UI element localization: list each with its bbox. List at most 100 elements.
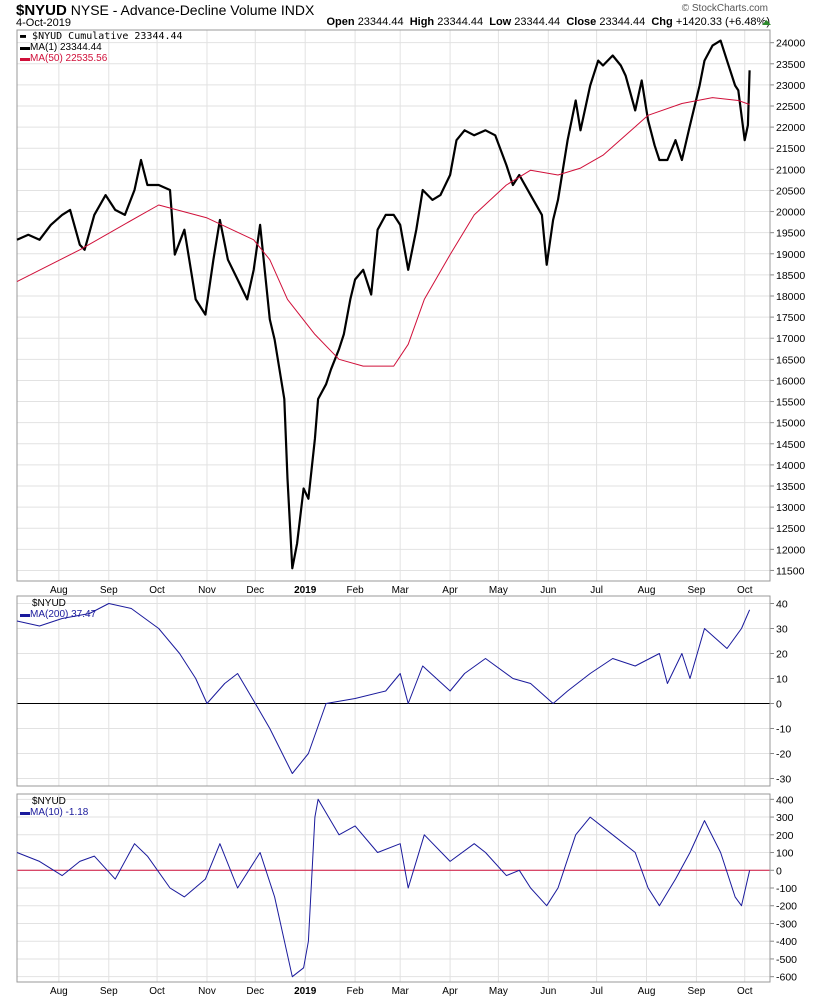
brand-watermark: © StockCharts.com [681, 3, 768, 14]
y-tick-label: 18500 [776, 270, 805, 282]
y-tick-label: -400 [776, 936, 797, 948]
ohlc-readout: Open 23344.44 High 23344.44 Low 23344.44… [327, 16, 771, 28]
x-tick-label: Nov [198, 986, 216, 997]
x-tick-label: Jul [590, 986, 603, 997]
y-tick-label: -100 [776, 883, 797, 895]
y-tick-label: -600 [776, 972, 797, 984]
y-tick-label: 40 [776, 599, 788, 611]
y-tick-label: -300 [776, 918, 797, 930]
x-tick-label: May [489, 986, 508, 997]
y-tick-label: 10 [776, 674, 788, 686]
y-tick-label: 20000 [776, 207, 805, 219]
legend-symbol: $NYUD [32, 598, 66, 609]
panel-frame [16, 595, 771, 787]
y-tick-label: 14000 [776, 460, 805, 472]
x-tick-label: Apr [442, 585, 458, 596]
y-tick-label: 12000 [776, 544, 805, 556]
y-tick-label: 22000 [776, 122, 805, 134]
x-tick-label: Sep [688, 585, 706, 596]
series-line--nyud-cumulative [16, 39, 751, 570]
legend-ma10: ▬MA(10) -1.18 [20, 807, 89, 818]
x-tick-label: Oct [737, 585, 753, 596]
low-label: Low [489, 16, 512, 28]
x-tick-label: Sep [100, 585, 118, 596]
y-tick-label: 15500 [776, 397, 805, 409]
x-tick-label: Oct [737, 986, 753, 997]
legend-symbol: $NYUD [32, 796, 66, 807]
x-tick-label: Feb [346, 585, 364, 596]
y-tick-label: 300 [776, 812, 794, 824]
y-tick-label: 100 [776, 848, 794, 860]
y-tick-label: 20 [776, 649, 788, 661]
x-tick-label: Nov [198, 585, 216, 596]
x-tick-label: Dec [246, 986, 264, 997]
series-line-ma-10- [16, 798, 751, 978]
y-tick-label: 17500 [776, 312, 805, 324]
y-tick-label: 13500 [776, 481, 805, 493]
y-tick-label: 23500 [776, 59, 805, 71]
legend-cumulative: ▬ $NYUD Cumulative 23344.44 [20, 31, 183, 42]
main-legend: ▬ $NYUD Cumulative 23344.44 ▬MA(1) 23344… [20, 31, 183, 64]
x-tick-label: 2019 [294, 986, 317, 997]
y-tick-label: 12500 [776, 523, 805, 535]
y-tick-label: 19000 [776, 249, 805, 261]
high-value: 23344.44 [437, 16, 484, 28]
y-tick-label: 400 [776, 794, 794, 806]
y-tick-label: 19500 [776, 228, 805, 240]
y-tick-label: 21000 [776, 164, 805, 176]
y-tick-label: 23000 [776, 80, 805, 92]
panel-frame [16, 793, 771, 983]
y-tick-label: 21500 [776, 143, 805, 155]
chg-label: Chg [651, 16, 673, 28]
y-tick-label: 18000 [776, 291, 805, 303]
x-tick-label: Aug [50, 585, 68, 596]
x-tick-label: Jun [540, 986, 556, 997]
x-tick-label: Oct [149, 986, 165, 997]
open-value: 23344.44 [357, 16, 404, 28]
y-tick-label: -30 [776, 774, 791, 786]
y-tick-label: 24000 [776, 38, 805, 50]
close-value: 23344.44 [599, 16, 646, 28]
chg-value: +1420.33 (+6.48%) [675, 16, 770, 28]
ma200-legend: $NYUD ▬MA(200) 37.47 [20, 598, 96, 620]
y-tick-label: 200 [776, 830, 794, 842]
x-tick-label: Sep [100, 986, 118, 997]
x-tick-label: May [489, 585, 508, 596]
y-tick-label: 20500 [776, 185, 805, 197]
index-name: NYSE - Advance-Decline Volume [70, 2, 277, 18]
x-tick-label: Feb [346, 986, 364, 997]
close-label: Close [566, 16, 597, 28]
panel-frame [16, 29, 771, 582]
y-tick-label: 16000 [776, 375, 805, 387]
y-tick-label: 11500 [776, 565, 805, 577]
chart-title: $NYUD NYSE - Advance-Decline Volume INDX [16, 2, 314, 19]
y-tick-label: 17000 [776, 333, 805, 345]
x-tick-label: Aug [638, 986, 656, 997]
high-label: High [409, 16, 435, 28]
open-label: Open [326, 16, 355, 28]
x-tick-label: Aug [50, 986, 68, 997]
legend-ma50: ▬MA(50) 22535.56 [20, 53, 108, 64]
x-tick-label: Aug [638, 585, 656, 596]
legend-ma1: ▬MA(1) 23344.44 [20, 42, 102, 53]
x-tick-label: Mar [392, 585, 410, 596]
y-tick-label: 15000 [776, 418, 805, 430]
x-tick-label: Sep [688, 986, 706, 997]
x-tick-label: 2019 [294, 585, 317, 596]
legend-ma200: ▬MA(200) 37.47 [20, 609, 97, 620]
series-line-ma-200- [16, 603, 751, 774]
exchange: INDX [280, 2, 315, 18]
x-tick-label: Jul [590, 585, 603, 596]
y-tick-label: -20 [776, 749, 791, 761]
y-tick-label: 14500 [776, 439, 805, 451]
y-tick-label: -200 [776, 901, 797, 913]
x-tick-label: Oct [149, 585, 165, 596]
symbol: $NYUD [16, 2, 67, 19]
x-tick-label: Dec [246, 585, 264, 596]
chart-date: 4-Oct-2019 [16, 17, 72, 29]
x-tick-label: Jun [540, 585, 556, 596]
y-tick-label: -500 [776, 954, 797, 966]
low-value: 23344.44 [514, 16, 561, 28]
y-tick-label: 0 [776, 699, 782, 711]
